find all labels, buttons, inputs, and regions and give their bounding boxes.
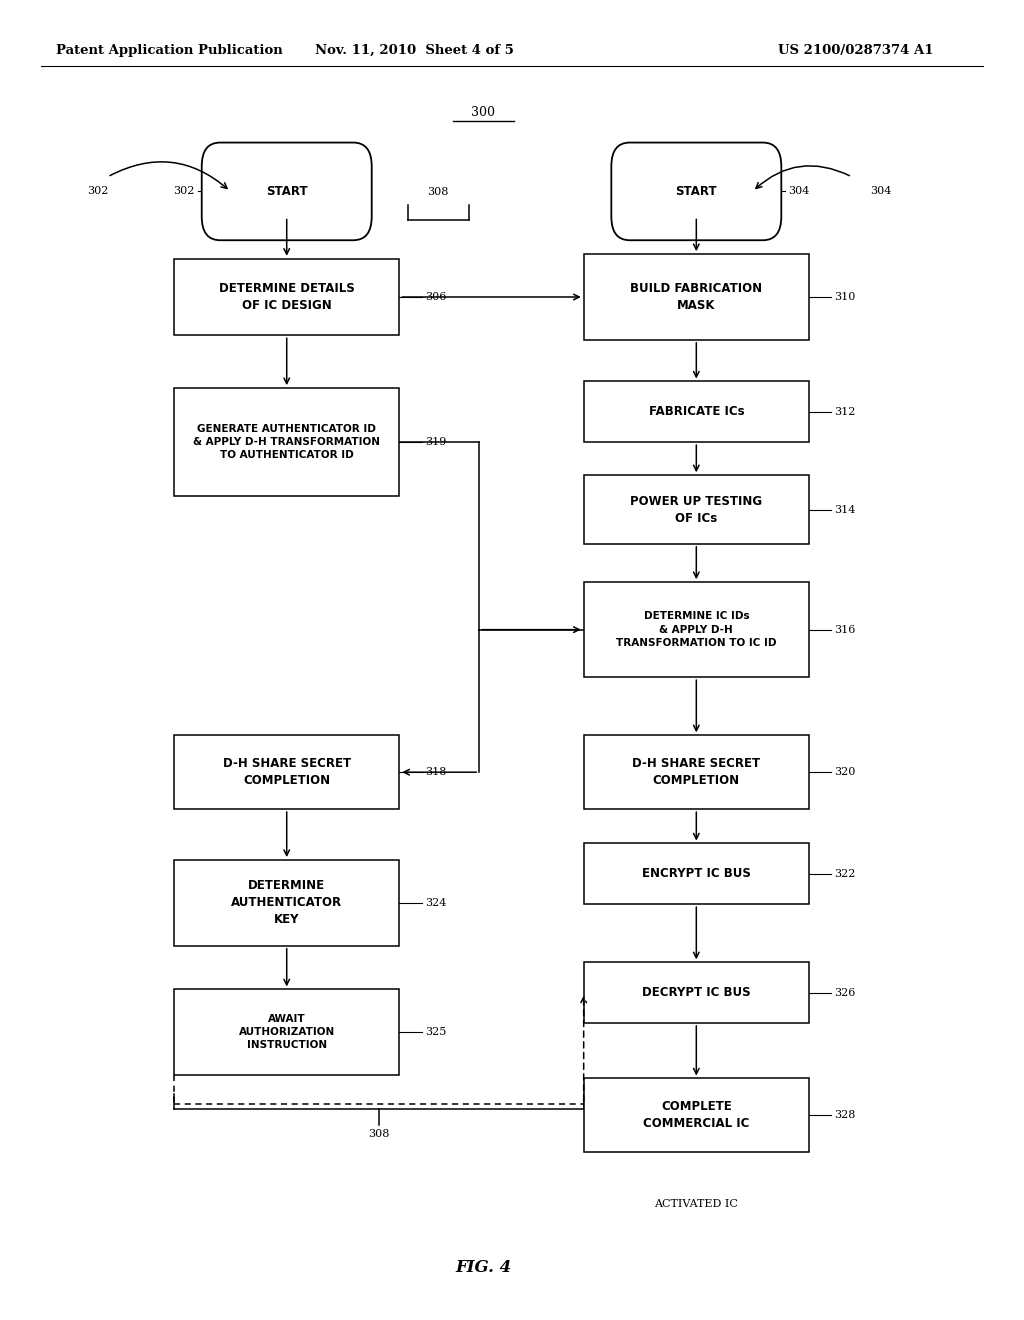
Text: Patent Application Publication: Patent Application Publication bbox=[56, 44, 283, 57]
Text: D-H SHARE SECRET
COMPLETION: D-H SHARE SECRET COMPLETION bbox=[222, 758, 351, 787]
Text: 310: 310 bbox=[835, 292, 856, 302]
Text: 314: 314 bbox=[835, 504, 856, 515]
Text: 325: 325 bbox=[425, 1027, 446, 1038]
Text: START: START bbox=[266, 185, 307, 198]
Text: 324: 324 bbox=[425, 898, 446, 908]
FancyBboxPatch shape bbox=[584, 962, 809, 1023]
Text: DETERMINE DETAILS
OF IC DESIGN: DETERMINE DETAILS OF IC DESIGN bbox=[219, 282, 354, 312]
FancyBboxPatch shape bbox=[584, 843, 809, 904]
FancyBboxPatch shape bbox=[584, 582, 809, 677]
FancyBboxPatch shape bbox=[174, 259, 399, 335]
Text: 308: 308 bbox=[428, 186, 449, 197]
Text: 308: 308 bbox=[369, 1129, 389, 1139]
Text: DECRYPT IC BUS: DECRYPT IC BUS bbox=[642, 986, 751, 999]
Text: ACTIVATED IC: ACTIVATED IC bbox=[654, 1199, 738, 1209]
Text: 318: 318 bbox=[425, 767, 446, 777]
Text: 302: 302 bbox=[173, 186, 195, 197]
Text: POWER UP TESTING
OF ICs: POWER UP TESTING OF ICs bbox=[630, 495, 763, 524]
FancyBboxPatch shape bbox=[174, 990, 399, 1074]
Text: 319: 319 bbox=[425, 437, 446, 447]
Text: GENERATE AUTHENTICATOR ID
& APPLY D-H TRANSFORMATION
TO AUTHENTICATOR ID: GENERATE AUTHENTICATOR ID & APPLY D-H TR… bbox=[194, 424, 380, 461]
FancyBboxPatch shape bbox=[202, 143, 372, 240]
Text: D-H SHARE SECRET
COMPLETION: D-H SHARE SECRET COMPLETION bbox=[632, 758, 761, 787]
Text: DETERMINE IC IDs
& APPLY D-H
TRANSFORMATION TO IC ID: DETERMINE IC IDs & APPLY D-H TRANSFORMAT… bbox=[616, 611, 776, 648]
Text: COMPLETE
COMMERCIAL IC: COMPLETE COMMERCIAL IC bbox=[643, 1101, 750, 1130]
Text: 316: 316 bbox=[835, 624, 856, 635]
Text: 304: 304 bbox=[870, 186, 892, 197]
FancyBboxPatch shape bbox=[584, 381, 809, 442]
FancyBboxPatch shape bbox=[584, 475, 809, 544]
Text: 320: 320 bbox=[835, 767, 856, 777]
FancyBboxPatch shape bbox=[174, 388, 399, 496]
Text: AWAIT
AUTHORIZATION
INSTRUCTION: AWAIT AUTHORIZATION INSTRUCTION bbox=[239, 1014, 335, 1051]
Text: DETERMINE
AUTHENTICATOR
KEY: DETERMINE AUTHENTICATOR KEY bbox=[231, 879, 342, 927]
Text: FIG. 4: FIG. 4 bbox=[456, 1259, 511, 1275]
FancyBboxPatch shape bbox=[584, 735, 809, 809]
Text: Nov. 11, 2010  Sheet 4 of 5: Nov. 11, 2010 Sheet 4 of 5 bbox=[315, 44, 514, 57]
Text: 306: 306 bbox=[425, 292, 446, 302]
FancyBboxPatch shape bbox=[584, 253, 809, 339]
Text: ENCRYPT IC BUS: ENCRYPT IC BUS bbox=[642, 867, 751, 880]
Text: US 2100/0287374 A1: US 2100/0287374 A1 bbox=[778, 44, 934, 57]
FancyBboxPatch shape bbox=[174, 735, 399, 809]
FancyBboxPatch shape bbox=[584, 1078, 809, 1152]
Text: 312: 312 bbox=[835, 407, 856, 417]
Text: FABRICATE ICs: FABRICATE ICs bbox=[648, 405, 744, 418]
Text: BUILD FABRICATION
MASK: BUILD FABRICATION MASK bbox=[630, 282, 763, 312]
FancyBboxPatch shape bbox=[611, 143, 781, 240]
FancyBboxPatch shape bbox=[174, 861, 399, 945]
Text: 322: 322 bbox=[835, 869, 856, 879]
Text: START: START bbox=[676, 185, 717, 198]
Text: 328: 328 bbox=[835, 1110, 856, 1121]
Text: 304: 304 bbox=[788, 186, 810, 197]
Text: 302: 302 bbox=[87, 186, 109, 197]
Text: 300: 300 bbox=[471, 106, 496, 119]
Text: 326: 326 bbox=[835, 987, 856, 998]
